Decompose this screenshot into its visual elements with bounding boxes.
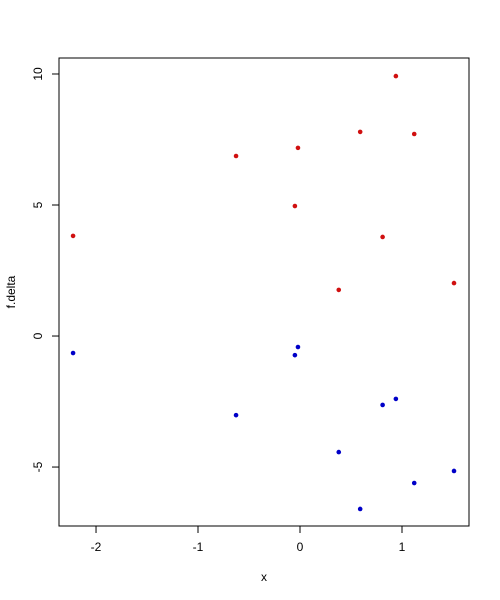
point <box>393 73 399 79</box>
point <box>295 344 301 350</box>
point <box>292 352 298 358</box>
point <box>233 412 239 418</box>
point <box>336 287 342 293</box>
x-tick-label: 0 <box>297 540 304 554</box>
point <box>233 153 239 159</box>
x-axis-label: x <box>261 570 267 584</box>
point <box>451 280 457 286</box>
point <box>292 203 298 209</box>
point <box>70 233 76 239</box>
point <box>336 449 342 455</box>
point <box>380 234 385 240</box>
point <box>357 506 363 512</box>
plot-frame <box>58 57 470 527</box>
x-tick-label: -1 <box>193 540 204 554</box>
x-tick-label: 1 <box>399 540 406 554</box>
point <box>70 350 76 356</box>
x-tick-label: -2 <box>91 540 102 554</box>
point <box>295 145 301 151</box>
y-axis-label: f.delta <box>4 275 18 308</box>
point <box>393 396 399 402</box>
y-tick-label: 10 <box>31 67 45 81</box>
y-tick-label: -5 <box>31 461 45 472</box>
y-tick-label: 0 <box>31 332 45 339</box>
point <box>411 480 417 486</box>
point <box>451 468 457 474</box>
point <box>411 131 417 137</box>
y-tick-label: 5 <box>31 201 45 208</box>
point <box>380 402 385 408</box>
point <box>357 129 363 135</box>
